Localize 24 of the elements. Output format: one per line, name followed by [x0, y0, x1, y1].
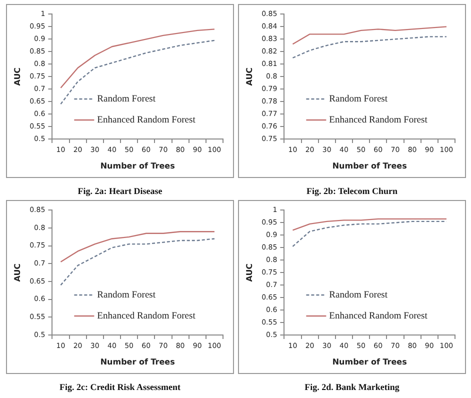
- x-axis-title: Number of Trees: [332, 161, 408, 170]
- legend-label: Random Forest: [97, 290, 156, 300]
- caption: Fig. 2d. Bank Marketing: [304, 382, 400, 392]
- y-axis-title: AUC: [12, 263, 22, 282]
- y-axis-title: AUC: [12, 67, 22, 86]
- line-series: [60, 238, 216, 286]
- y-axis-title: AUC: [244, 67, 254, 86]
- y-axis-title: AUC: [244, 263, 254, 282]
- caption: Fig. 2b: Telecom Churn: [306, 186, 398, 196]
- line-series: [60, 40, 216, 105]
- line-series: [292, 36, 448, 58]
- x-axis-title: Number of Trees: [100, 161, 176, 170]
- legend-label: Enhanced Random Forest: [97, 312, 196, 322]
- legend-label: Random Forest: [329, 290, 388, 300]
- caption: Fig. 2a: Heart Disease: [78, 186, 162, 196]
- legend-label: Random Forest: [329, 94, 388, 104]
- x-axis-title: Number of Trees: [100, 357, 176, 366]
- legend-label: Random Forest: [97, 94, 156, 104]
- legend-label: Enhanced Random Forest: [329, 312, 428, 322]
- caption: Fig. 2c: Credit Risk Assessment: [59, 382, 181, 392]
- legend-label: Enhanced Random Forest: [329, 116, 428, 126]
- x-axis-title: Number of Trees: [332, 357, 408, 366]
- legend-label: Enhanced Random Forest: [97, 116, 196, 126]
- line-series: [292, 220, 448, 247]
